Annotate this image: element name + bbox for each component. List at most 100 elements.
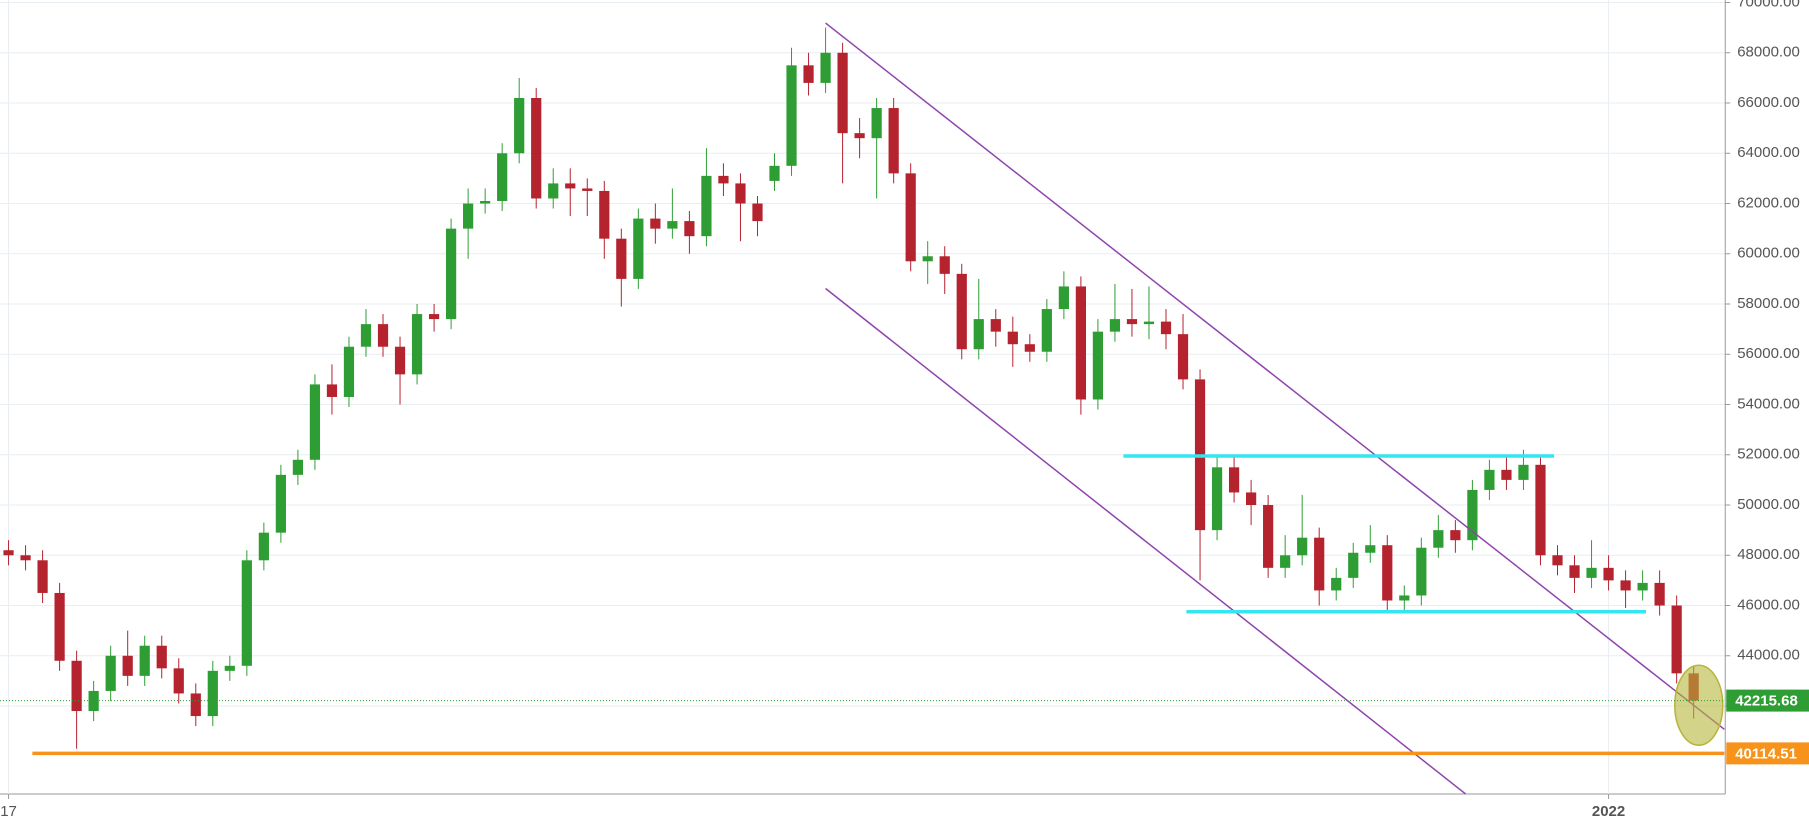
- candle-body: [888, 108, 899, 174]
- price-label: 40114.51: [1735, 745, 1797, 762]
- candle-body: [548, 183, 559, 199]
- candle-body: [54, 592, 65, 661]
- candle-body: [1297, 537, 1308, 556]
- candle-body: [428, 314, 440, 320]
- price-label: 42215.68: [1735, 693, 1798, 710]
- candle-body: [3, 550, 14, 556]
- candle-body: [411, 314, 423, 375]
- candle-body: [973, 319, 984, 350]
- highlight-ellipse: [1674, 664, 1724, 747]
- candle-body: [463, 203, 474, 229]
- candle-body: [497, 153, 508, 202]
- candle-body: [1160, 321, 1172, 335]
- candle-body: [360, 324, 372, 347]
- candle-body: [684, 221, 695, 237]
- candle-body: [820, 52, 831, 83]
- candle-body: [633, 218, 644, 279]
- candle-body: [480, 201, 491, 204]
- candle-body: [1552, 555, 1563, 566]
- candle-body: [905, 173, 916, 262]
- candle-body: [1211, 467, 1223, 531]
- candle-body: [1671, 605, 1682, 674]
- trend-line: [825, 287, 1467, 795]
- candle-body: [292, 459, 304, 475]
- y-tick-label: 60000.00: [1737, 245, 1800, 262]
- y-tick-label: 46000.00: [1737, 596, 1800, 613]
- y-tick-label: 62000.00: [1737, 194, 1800, 211]
- candle-body: [735, 183, 746, 204]
- candle-body: [1637, 582, 1648, 591]
- price-label-box: [1726, 742, 1809, 765]
- candle-body: [1109, 319, 1121, 332]
- candle-body: [667, 221, 678, 229]
- candle-body: [122, 655, 133, 676]
- candle-body: [173, 668, 184, 694]
- candle-body: [1620, 580, 1631, 591]
- candle-body: [1569, 565, 1580, 578]
- candle-body: [275, 474, 286, 533]
- candle-body: [1041, 309, 1052, 352]
- candle-body: [1484, 469, 1495, 490]
- candle-body: [1314, 537, 1325, 591]
- candle-body: [1126, 319, 1138, 325]
- candle-body: [1280, 555, 1291, 568]
- y-tick-label: 70000.00: [1737, 0, 1800, 10]
- y-tick-label: 44000.00: [1737, 647, 1800, 664]
- y-tick-label: 52000.00: [1737, 446, 1800, 463]
- candle-body: [207, 670, 218, 717]
- candle-body: [1416, 547, 1427, 596]
- candle-body: [37, 560, 48, 593]
- candle-body: [1331, 577, 1342, 591]
- candle-body: [854, 133, 865, 139]
- price-label-box: [1726, 689, 1809, 712]
- trend-line: [825, 22, 1725, 730]
- candle-body: [1450, 530, 1461, 541]
- y-tick-label: 64000.00: [1737, 144, 1800, 161]
- candle-body: [1092, 331, 1104, 400]
- candle-body: [701, 175, 712, 237]
- x-tick-label: 2022: [1592, 803, 1625, 820]
- candle-body: [1143, 321, 1155, 325]
- candle-body: [786, 65, 797, 166]
- candle-body: [105, 655, 116, 691]
- candle-body: [20, 555, 31, 561]
- candle-body: [1348, 552, 1359, 578]
- candle-body: [939, 256, 950, 274]
- candle-body: [445, 228, 457, 320]
- candle-body: [752, 203, 763, 222]
- candle-body: [1365, 545, 1376, 553]
- candle-body: [343, 346, 355, 397]
- candle-body: [1535, 464, 1546, 556]
- candle-body: [582, 188, 593, 191]
- candle-body: [1075, 286, 1087, 400]
- y-tick-label: 48000.00: [1737, 546, 1800, 563]
- candle-body: [871, 108, 882, 139]
- candle-body: [1246, 492, 1257, 506]
- candle-body: [1586, 567, 1597, 578]
- candle-body: [565, 183, 576, 189]
- y-tick-label: 66000.00: [1737, 94, 1800, 111]
- candle-body: [139, 645, 150, 676]
- candle-body: [1467, 489, 1478, 541]
- y-tick-label: 54000.00: [1737, 395, 1800, 412]
- candle-body: [990, 319, 1001, 332]
- y-tick-label: 56000.00: [1737, 345, 1800, 362]
- candle-body: [394, 346, 406, 375]
- candle-body: [718, 175, 729, 184]
- candle-body: [71, 660, 82, 712]
- candle-body: [156, 645, 167, 669]
- candle-body: [769, 165, 780, 181]
- candle-body: [241, 560, 252, 666]
- candle-body: [1518, 464, 1529, 480]
- candle-body: [1007, 331, 1018, 345]
- y-tick-label: 58000.00: [1737, 295, 1800, 312]
- candle-body: [1177, 334, 1189, 380]
- candle-body: [1603, 567, 1614, 581]
- candle-body: [1024, 344, 1035, 352]
- candle-body: [1382, 545, 1393, 601]
- candle-body: [514, 97, 525, 154]
- candle-body: [326, 384, 338, 397]
- candle-body: [1399, 595, 1410, 601]
- candle-body: [190, 693, 201, 717]
